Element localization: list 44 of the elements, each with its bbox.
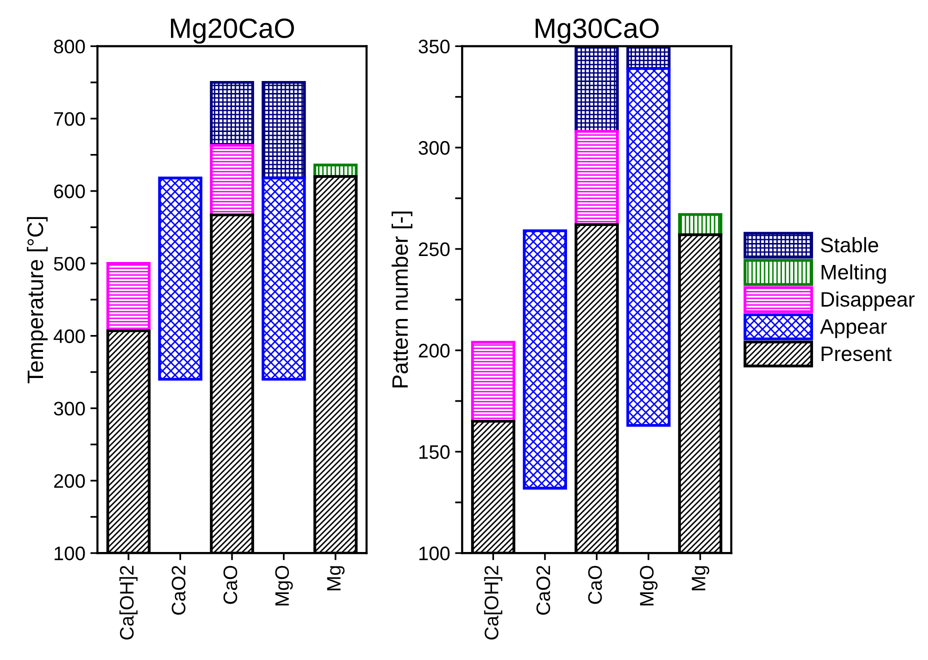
bar [522, 229, 568, 490]
bar [262, 176, 306, 381]
legend-label: Stable [820, 237, 878, 252]
x-tick-label: MgO [275, 566, 293, 606]
bar [210, 144, 254, 216]
y-tick-label: 300 [418, 141, 450, 155]
y-tick-label: 400 [54, 329, 85, 344]
bar [626, 67, 671, 427]
bar [106, 262, 151, 332]
y-tick-label: 100 [419, 546, 450, 560]
y-tick-label: 200 [54, 474, 85, 488]
x-tick-label: CaO2 [172, 566, 186, 615]
x-tick-label: Mg [692, 566, 710, 590]
y-tick-label: 500 [54, 256, 85, 271]
bar [210, 81, 254, 147]
y-tick-label: 150 [419, 445, 450, 459]
bar [471, 340, 516, 423]
y-tick-label: 250 [418, 242, 450, 256]
legend-label: Present [822, 346, 892, 362]
y-tick-label: 200 [418, 344, 450, 358]
x-tick-label: Ca[OH]2 [484, 566, 502, 640]
bar [158, 176, 202, 381]
bar [574, 46, 619, 133]
chart-title: Mg30CaO [536, 18, 659, 44]
x-tick-label: Mg [327, 566, 345, 590]
legend-label: Disappear [822, 291, 915, 311]
legend-label: Appear [820, 319, 887, 338]
y-axis-title: Temperature [°C] [26, 217, 48, 384]
y-tick-label: 700 [54, 112, 85, 126]
y-tick-label: 600 [54, 184, 85, 198]
x-tick-label: Ca[OH]2 [119, 566, 138, 640]
x-tick-label: CaO2 [536, 566, 550, 615]
x-tick-label: CaO [588, 566, 602, 604]
x-tick-label: MgO [640, 566, 658, 606]
chart-title: Mg20CaO [170, 18, 294, 44]
legend-label: Melting [822, 264, 886, 284]
bar [678, 213, 722, 236]
y-axis-title: Pattern number [-] [392, 212, 412, 388]
y-tick-label: 100 [54, 546, 85, 560]
y-tick-label: 800 [54, 40, 85, 54]
y-tick-label: 350 [418, 40, 450, 54]
bar [262, 81, 306, 180]
y-tick-label: 300 [54, 402, 85, 416]
x-tick-label: CaO [223, 566, 238, 604]
